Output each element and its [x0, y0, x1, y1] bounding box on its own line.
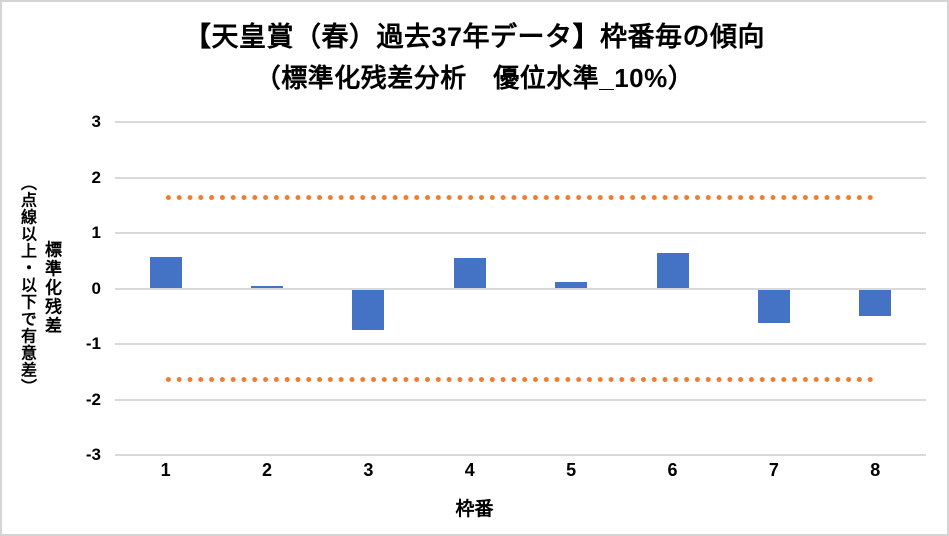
gridline-y2 [115, 176, 926, 179]
gridline-y-3 [115, 454, 926, 456]
y-axis-title: 標準化残差 [42, 240, 61, 336]
zero-axis-line [115, 287, 926, 290]
x-tick-label-2: 2 [262, 460, 273, 480]
chart-subtitle: （標準化残差分析 優位水準_10%） [254, 63, 695, 93]
y-axis-title-note: （点線以上・以下で有意差） [18, 174, 35, 396]
gridline-y1 [115, 232, 926, 234]
x-tick-label-1: 1 [160, 460, 171, 480]
bar-waku-1 [149, 256, 182, 289]
bar-waku-6 [656, 252, 689, 289]
x-tick-label-4: 4 [464, 460, 475, 480]
significance-line-upper [163, 194, 878, 200]
y-tick-label-1: 1 [91, 223, 101, 242]
x-tick-label-6: 6 [667, 460, 678, 480]
bar-waku-5 [555, 282, 588, 289]
y-tick-label--2: -2 [85, 389, 101, 409]
chart-title: 【天皇賞（春）過去37年データ】枠番毎の傾向 [183, 22, 766, 52]
y-tick-label--1: -1 [85, 334, 101, 353]
y-tick-label--3: -3 [85, 445, 101, 464]
y-tick-label-3: 3 [91, 112, 101, 131]
bar-waku-4 [453, 257, 486, 289]
x-tick-label-3: 3 [363, 460, 374, 480]
y-tick-label-2: 2 [91, 167, 101, 187]
significance-line-lower [163, 377, 878, 383]
x-tick-label-5: 5 [566, 460, 577, 480]
gridline-y-1 [115, 343, 926, 345]
bar-waku-8 [859, 289, 892, 316]
x-axis-title: 枠番 [455, 499, 494, 520]
bar-waku-7 [757, 289, 790, 323]
x-tick-label-7: 7 [768, 460, 779, 480]
y-tick-label-0: 0 [91, 278, 101, 298]
gridline-y-2 [115, 398, 926, 401]
x-tick-label-8: 8 [870, 460, 881, 480]
bar-waku-3 [352, 289, 385, 330]
gridline-y3 [115, 121, 926, 123]
bar-waku-2 [251, 285, 284, 289]
